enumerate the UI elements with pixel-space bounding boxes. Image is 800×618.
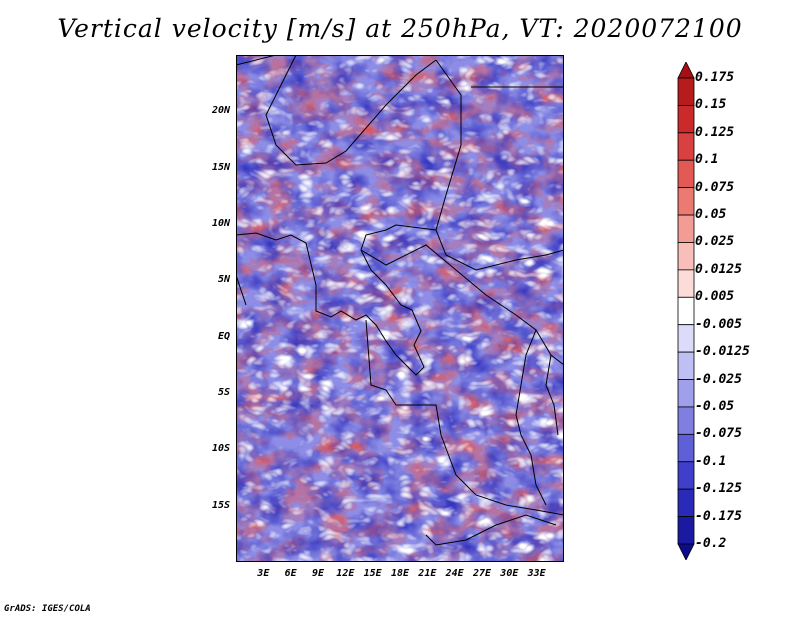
map-canvas bbox=[236, 55, 564, 562]
colorbar-bin bbox=[677, 105, 695, 134]
colorbar-level-label: 0.05 bbox=[695, 207, 727, 223]
colorbar-bin bbox=[677, 242, 695, 271]
lon-tick-label: 9E bbox=[311, 568, 325, 579]
colorbar-level-label: -0.025 bbox=[695, 371, 742, 387]
southern-borders bbox=[365, 319, 564, 516]
map-title: Vertical velocity [m/s] at 250hPa, VT: 2… bbox=[57, 14, 743, 43]
colorbar-bin bbox=[677, 406, 695, 435]
colorbar-bin bbox=[677, 461, 695, 490]
colorbar-level-label: 0.075 bbox=[695, 179, 735, 195]
colorbar-bin bbox=[677, 433, 695, 463]
credit-text: GrADS: IGES/COLA bbox=[4, 604, 91, 614]
lat-tick-label: 5S bbox=[217, 387, 230, 398]
colorbar-bin bbox=[677, 187, 695, 216]
colorbar-bin bbox=[677, 379, 695, 408]
minor-borders bbox=[236, 86, 564, 306]
colorbar-level-label: -0.075 bbox=[695, 426, 742, 442]
colorbar-level-label: -0.1 bbox=[695, 453, 727, 469]
lat-tick-label: 5N bbox=[217, 274, 230, 286]
colorbar-bin bbox=[677, 214, 695, 243]
colorbar-level-label: -0.175 bbox=[695, 508, 742, 524]
colorbar-level-label: 0.125 bbox=[695, 124, 735, 140]
colorbar-bin bbox=[677, 324, 695, 353]
northern-borders bbox=[236, 55, 564, 271]
colorbar-level-label: 0.0125 bbox=[695, 261, 742, 277]
colorbar-bin bbox=[677, 516, 695, 545]
colorbar-bin bbox=[677, 77, 695, 106]
colorbar-level-label: 0.1 bbox=[695, 152, 719, 168]
colorbar-bin bbox=[677, 132, 695, 161]
colorbar-level-label: 0.025 bbox=[695, 234, 735, 250]
velocity-map bbox=[236, 55, 564, 562]
colorbar-level-label: -0.005 bbox=[695, 316, 742, 332]
colorbar bbox=[677, 62, 695, 560]
lat-tick-label: 20N bbox=[211, 105, 230, 117]
lon-tick-label: 27E bbox=[472, 568, 492, 579]
eastern-borders bbox=[515, 329, 559, 506]
colorbar-bin bbox=[677, 488, 695, 517]
colorbar-bottom-arrow bbox=[677, 543, 695, 560]
colorbar-level-label: 0.005 bbox=[695, 289, 735, 305]
colorbar-level-label: -0.125 bbox=[695, 481, 742, 497]
colorbar-bin bbox=[677, 269, 695, 298]
lon-tick-label: 18E bbox=[390, 568, 410, 579]
lat-tick-label: 10S bbox=[211, 443, 230, 455]
colorbar-level-label: 0.175 bbox=[695, 70, 735, 85]
colorbar-level-label: -0.05 bbox=[695, 398, 735, 414]
lon-tick-label: 12E bbox=[336, 568, 355, 579]
colorbar-level-label: -0.0125 bbox=[695, 344, 750, 360]
colorbar-level-label: -0.2 bbox=[695, 536, 727, 551]
lon-tick-label: 21E bbox=[418, 568, 437, 579]
lon-tick-label: 15E bbox=[363, 568, 382, 579]
far-south-borders bbox=[425, 514, 557, 546]
map-frame bbox=[236, 55, 564, 562]
lon-tick-label: 30E bbox=[500, 568, 519, 579]
colorbar-bin bbox=[677, 159, 695, 189]
colorbar-top-arrow bbox=[677, 62, 695, 79]
lon-tick-label: 33E bbox=[527, 568, 546, 579]
lon-tick-label: 6E bbox=[284, 568, 297, 579]
country-borders bbox=[236, 55, 564, 546]
lon-tick-label: 3E bbox=[257, 568, 270, 579]
colorbar-bin bbox=[677, 296, 695, 326]
lat-tick-label: 15N bbox=[211, 161, 230, 173]
field-neutral-layer bbox=[236, 55, 564, 562]
coast-border bbox=[236, 224, 425, 376]
lat-tick-label: 15S bbox=[211, 499, 230, 511]
lat-tick-label: EQ bbox=[217, 330, 230, 342]
lat-tick-label: 10N bbox=[211, 218, 230, 229]
central-borders bbox=[360, 224, 564, 366]
lon-tick-label: 24E bbox=[445, 568, 464, 579]
colorbar-bin bbox=[677, 351, 695, 380]
colorbar-level-label: 0.15 bbox=[695, 97, 727, 113]
